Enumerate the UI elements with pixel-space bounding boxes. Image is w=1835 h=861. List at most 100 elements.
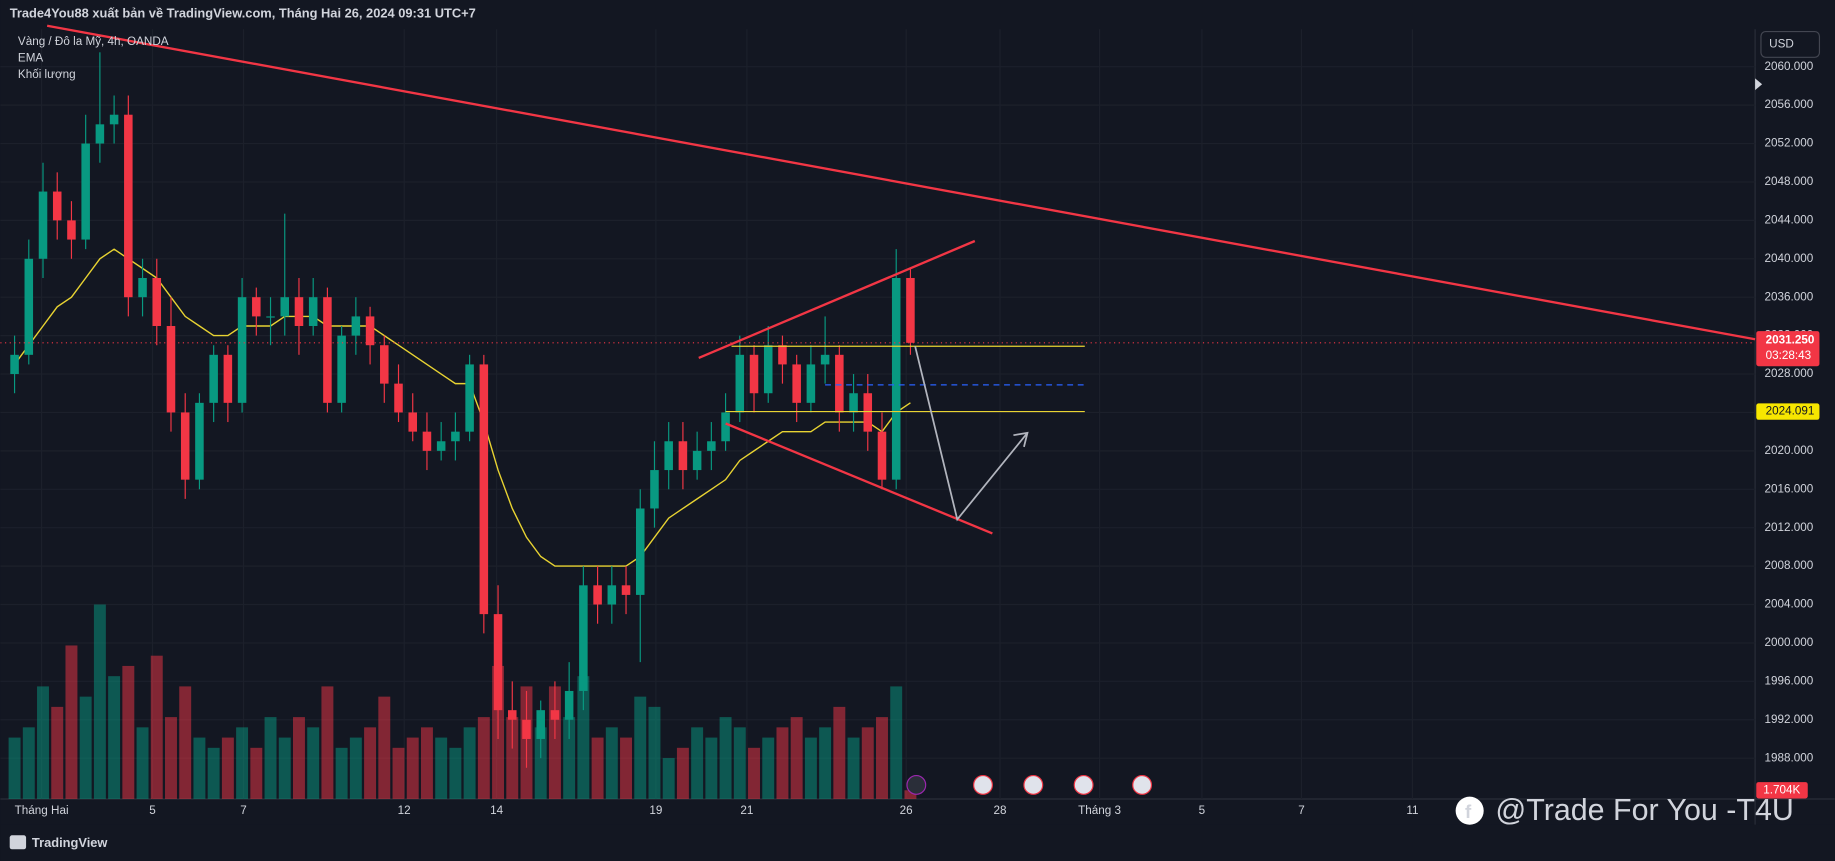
volume-bar — [861, 727, 874, 799]
candle-body — [735, 354, 745, 413]
candle-body — [24, 258, 34, 355]
candle-body — [607, 585, 617, 605]
candle-body — [380, 345, 389, 384]
candle-body — [835, 354, 844, 413]
facebook-letter: f — [1465, 801, 1472, 822]
candle-body — [394, 383, 403, 413]
volume-bar — [179, 686, 192, 799]
hline-box — [1756, 403, 1820, 420]
currency-label[interactable]: USD — [1769, 38, 1794, 51]
candle-body — [479, 364, 489, 615]
event-icon — [1023, 775, 1044, 795]
candle-body — [280, 297, 290, 317]
volume-bar — [705, 737, 718, 799]
candle-body — [806, 364, 816, 403]
channel-upper — [698, 239, 976, 360]
volume-bar — [150, 655, 163, 799]
candle-body — [664, 441, 673, 471]
candle-body — [166, 326, 176, 413]
volume-bar — [51, 706, 64, 799]
candle-body — [38, 191, 48, 259]
candle-body — [294, 297, 304, 327]
candle-body — [749, 354, 759, 394]
candle-body — [522, 719, 531, 739]
candle-body — [180, 412, 190, 480]
volume-bar — [804, 737, 817, 799]
candle-body — [465, 364, 474, 432]
y-tick-label: 2004.000 — [1764, 598, 1813, 611]
facebook-icon — [1455, 796, 1484, 825]
volume-bar — [790, 717, 803, 799]
watermark: @Trade For You -T4U — [1495, 793, 1793, 827]
volume-bar — [136, 727, 149, 799]
volume-bar — [662, 758, 675, 799]
candle-body — [408, 412, 417, 432]
volume-bar — [122, 665, 135, 799]
candle-body — [877, 431, 887, 480]
x-tick-label: 26 — [900, 804, 913, 817]
volume-bar — [563, 717, 576, 799]
volume-bar — [108, 676, 121, 799]
volume-bar — [349, 737, 362, 799]
brand-name: TradingView — [32, 835, 109, 850]
volume-bar — [719, 717, 732, 799]
x-tick-label: 5 — [149, 804, 156, 817]
candle-body — [707, 441, 716, 451]
volume-bar — [634, 696, 647, 799]
x-tick-label: 28 — [994, 804, 1007, 817]
volume-bar — [392, 747, 405, 799]
candle-body — [906, 277, 915, 343]
trendline — [46, 24, 1756, 341]
volume-bar — [292, 717, 305, 799]
volume-bar — [264, 717, 277, 799]
candle-body — [820, 354, 830, 365]
volume-last-label: 1.704K — [1763, 783, 1800, 796]
volume-bar — [449, 747, 462, 799]
candle-body — [621, 585, 631, 595]
candle-body — [223, 354, 233, 403]
volume-bar — [335, 747, 348, 799]
candle-body — [451, 431, 460, 442]
volume-bar — [847, 737, 860, 799]
candle-body — [67, 220, 76, 240]
header-title: Trade4You88 xuất bản về TradingView.com,… — [10, 5, 476, 20]
last-price-box — [1756, 331, 1820, 367]
candle-body — [323, 297, 332, 403]
event-icon — [1073, 775, 1094, 795]
candle-body — [52, 191, 62, 221]
candle-body — [422, 431, 432, 451]
candle-body — [493, 614, 503, 711]
volume-bar — [748, 747, 760, 799]
candle-body — [237, 297, 247, 403]
event-icon — [973, 775, 993, 795]
candle-body — [508, 710, 517, 720]
volume-bar — [477, 717, 490, 799]
volume-bar — [762, 737, 775, 799]
candle-body — [351, 316, 361, 336]
volume-bar — [620, 737, 633, 799]
y-tick-label: 2008.000 — [1764, 559, 1813, 572]
volume-bar — [904, 790, 917, 799]
x-tick-label: 5 — [1199, 804, 1206, 817]
volume-bar — [207, 747, 220, 799]
volume-bar — [876, 717, 888, 799]
legend-ema: EMA — [18, 52, 44, 65]
volume-bar — [236, 727, 249, 799]
volume-bar — [79, 696, 92, 799]
candle-body — [678, 441, 688, 471]
candle-body — [266, 316, 275, 318]
volume-bar — [890, 686, 903, 799]
x-tick-label: 12 — [398, 804, 411, 817]
candle-body — [635, 508, 645, 595]
last-price-label: 2031.250 — [1766, 334, 1815, 347]
x-tick-label: 19 — [649, 804, 662, 817]
candle-body — [209, 354, 218, 403]
candle-body — [152, 277, 162, 327]
currency-button[interactable] — [1760, 31, 1821, 58]
event-icons — [906, 775, 1153, 795]
y-tick-label: 1988.000 — [1764, 751, 1813, 764]
candle-body — [436, 441, 446, 451]
volume-bar — [250, 747, 263, 799]
y-tick-label: 2060.000 — [1764, 60, 1813, 73]
footer — [0, 824, 1835, 861]
